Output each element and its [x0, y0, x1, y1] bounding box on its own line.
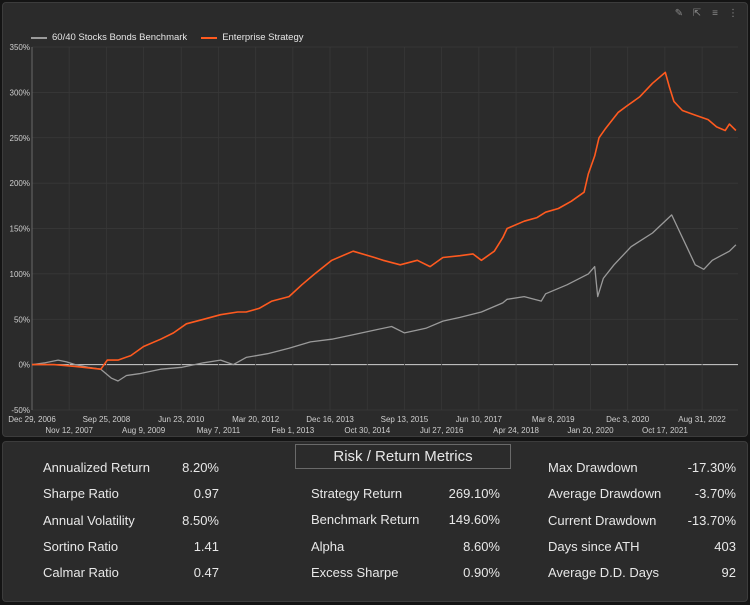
y-tick-label: 300%: [10, 88, 30, 97]
metric-row: Sharpe Ratio 0.97: [43, 486, 219, 506]
y-tick-label: 100%: [10, 270, 30, 279]
more-icon[interactable]: ⋮: [728, 7, 738, 19]
metric-value: 269.10%: [448, 486, 500, 501]
metric-row: Max Drawdown -17.30%: [548, 460, 736, 480]
metric-row: Excess Sharpe 0.90%: [311, 565, 500, 585]
x-tick-label: Jan 20, 2020: [567, 426, 614, 435]
legend-swatch-strategy: [201, 36, 218, 39]
metric-row: Average D.D. Days 92: [548, 565, 736, 585]
legend-item-benchmark[interactable]: 60/40 Stocks Bonds Benchmark: [31, 32, 187, 43]
metric-row: Days since ATH 403: [548, 539, 736, 559]
metric-label: Sortino Ratio: [43, 538, 119, 554]
metrics-title: Risk / Return Metrics: [295, 444, 511, 469]
metric-label: Days since ATH: [548, 538, 640, 554]
legend-label-benchmark: 60/40 Stocks Bonds Benchmark: [52, 32, 188, 43]
line-chart: -50% 0% 50% 100% 150% 200% 250% 300% 350% Dec 29,…: [8, 43, 738, 435]
metric-row: Average Drawdown -3.70%: [548, 486, 736, 506]
metric-label: Strategy Return: [311, 486, 403, 501]
x-tick-label: May 7, 2011: [197, 426, 241, 435]
y-tick-label: 0%: [18, 361, 30, 370]
metric-value: 8.60%: [463, 538, 500, 554]
metric-value: 149.60%: [448, 512, 500, 528]
x-tick-label: Nov 12, 2007: [45, 426, 93, 435]
metrics-column-right: Max Drawdown -17.30% Average Drawdown -3.70…: [548, 460, 736, 600]
filter-icon[interactable]: ≡: [712, 7, 718, 19]
x-tick-label: Sep 13, 2015: [381, 415, 429, 424]
metric-value: 8.50%: [182, 512, 219, 528]
metric-row: Sortino Ratio 1.41: [43, 539, 219, 559]
metric-label: Average Drawdown: [548, 486, 662, 502]
y-tick-label: 50%: [14, 315, 30, 324]
metric-value: -3.70%: [694, 486, 736, 502]
metric-label: Average D.D. Days: [548, 565, 660, 581]
x-tick-label: Apr 24, 2018: [493, 426, 539, 435]
metrics-panel: Risk / Return Metrics Annualized Return 8…: [2, 441, 748, 602]
metric-value: 403: [714, 538, 736, 554]
metric-label: Excess Sharpe: [311, 564, 399, 580]
x-tick-label: Dec 3, 2020: [606, 415, 650, 424]
metrics-column-left: Annualized Return 8.20% Sharpe Ratio 0.97 An…: [43, 460, 219, 600]
metric-label: Max Drawdown: [548, 460, 638, 475]
x-tick-label: Aug 9, 2009: [122, 426, 166, 435]
metric-value: -13.70%: [687, 512, 736, 528]
metric-row: Annualized Return 8.20%: [43, 460, 219, 480]
chart-toolbar: ✎ ⇱ ≡ ⋮: [673, 7, 739, 19]
y-tick-label: 350%: [10, 43, 30, 52]
metric-label: Alpha: [311, 538, 345, 554]
chart-legend: 60/40 Stocks Bonds Benchmark Enterprise …: [31, 32, 304, 43]
y-tick-label: 150%: [10, 225, 30, 234]
metric-row: Benchmark Return 149.60%: [311, 512, 500, 532]
x-tick-label: Feb 1, 2013: [271, 426, 314, 435]
x-tick-label: Dec 29, 2006: [8, 415, 56, 424]
metric-row: Strategy Return 269.10%: [311, 486, 500, 506]
series-line-benchmark: [31, 214, 737, 382]
y-tick-label: 200%: [10, 179, 30, 188]
x-tick-label: Oct 30, 2014: [344, 426, 390, 435]
metric-value: 8.20%: [182, 460, 219, 475]
metric-value: 0.97: [193, 486, 219, 502]
metric-label: Annualized Return: [43, 460, 150, 475]
x-tick-label: Oct 17, 2021: [642, 426, 688, 435]
metric-value: 92: [721, 565, 736, 581]
series-line-strategy: [32, 71, 737, 370]
metric-label: Sharpe Ratio: [43, 486, 119, 502]
metric-row: Alpha 8.60%: [311, 539, 500, 559]
metric-value: 1.41: [193, 538, 219, 554]
pencil-icon[interactable]: ✎: [674, 7, 684, 19]
y-tick-label: 250%: [10, 134, 30, 143]
metric-label: Current Drawdown: [548, 512, 657, 528]
x-tick-label: Sep 25, 2008: [83, 415, 131, 424]
chart-panel: ✎ ⇱ ≡ ⋮ 60/40 Stocks Bonds Benchmark Ent…: [2, 2, 748, 437]
y-tick-label: -50%: [11, 406, 30, 415]
x-tick-label: Jun 10, 2017: [456, 415, 503, 424]
x-tick-label: Aug 31, 2022: [678, 415, 726, 424]
export-icon[interactable]: ⇱: [692, 7, 702, 19]
x-tick-label: Jul 27, 2016: [420, 426, 464, 435]
x-tick-label: Jun 23, 2010: [158, 415, 205, 424]
x-tick-label: Mar 20, 2012: [232, 415, 280, 424]
legend-item-strategy[interactable]: Enterprise Strategy: [201, 32, 304, 43]
metric-label: Calmar Ratio: [43, 565, 119, 581]
metric-value: -17.30%: [687, 460, 736, 475]
metric-row: Current Drawdown -13.70%: [548, 513, 736, 533]
x-tick-label: Dec 16, 2013: [306, 415, 354, 424]
legend-swatch-benchmark: [31, 36, 47, 39]
metric-row: Calmar Ratio 0.47: [43, 565, 219, 585]
metric-label: Benchmark Return: [311, 512, 420, 528]
metric-value: 0.90%: [463, 564, 500, 580]
metric-label: Annual Volatility: [43, 512, 135, 528]
metric-value: 0.47: [193, 565, 219, 581]
metric-row: Annual Volatility 8.50%: [43, 513, 219, 533]
metrics-column-middle: Strategy Return 269.10% Benchmark Return 14…: [311, 486, 500, 600]
x-tick-label: Mar 8, 2019: [532, 415, 575, 424]
legend-label-strategy: Enterprise Strategy: [222, 32, 304, 43]
